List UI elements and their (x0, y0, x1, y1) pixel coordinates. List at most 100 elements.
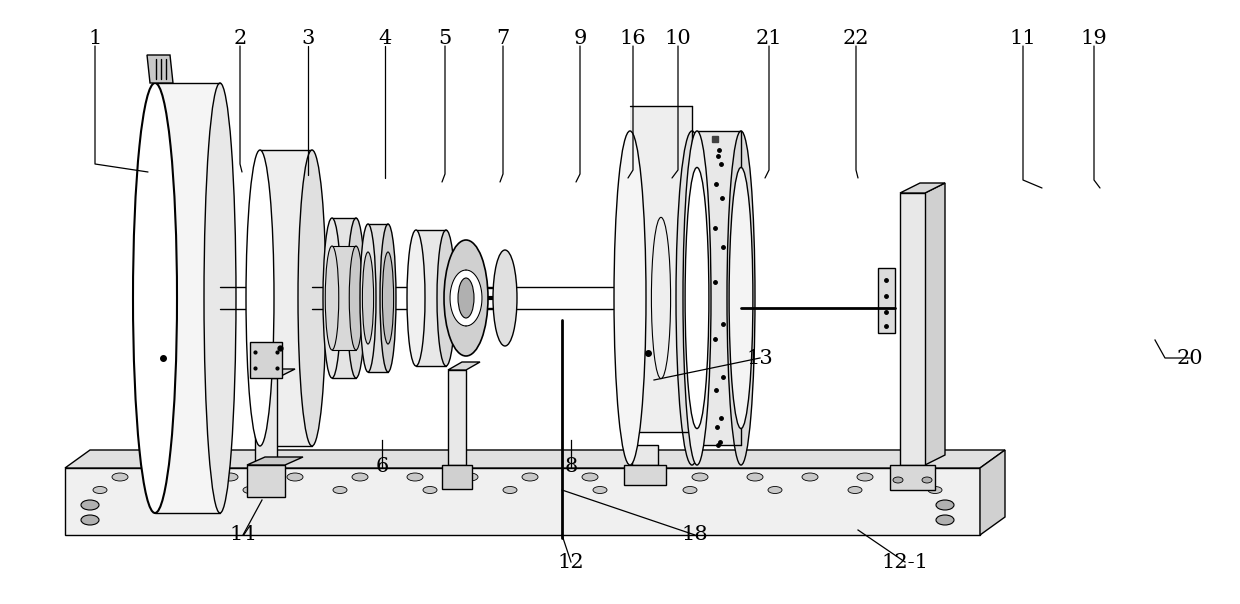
Text: 16: 16 (620, 28, 646, 48)
Ellipse shape (727, 131, 755, 465)
Ellipse shape (298, 150, 326, 446)
Polygon shape (332, 246, 356, 350)
Text: 6: 6 (376, 457, 388, 477)
Text: 12: 12 (558, 553, 584, 571)
Ellipse shape (162, 473, 179, 481)
Polygon shape (925, 183, 945, 465)
Ellipse shape (112, 473, 128, 481)
Ellipse shape (379, 224, 396, 372)
Ellipse shape (848, 486, 862, 493)
Ellipse shape (614, 131, 646, 465)
Polygon shape (448, 370, 466, 465)
Ellipse shape (246, 150, 274, 446)
Ellipse shape (684, 167, 709, 429)
Text: 18: 18 (682, 525, 708, 544)
Ellipse shape (444, 240, 489, 356)
Ellipse shape (436, 230, 455, 366)
Polygon shape (450, 270, 466, 326)
Polygon shape (980, 450, 1004, 535)
Ellipse shape (407, 230, 425, 366)
Ellipse shape (683, 131, 711, 465)
Text: 5: 5 (439, 28, 451, 48)
Text: 3: 3 (301, 28, 315, 48)
Ellipse shape (923, 477, 932, 483)
Polygon shape (255, 369, 295, 378)
Polygon shape (247, 465, 285, 497)
Text: 20: 20 (1177, 349, 1203, 367)
Ellipse shape (746, 473, 763, 481)
Ellipse shape (325, 246, 339, 350)
Ellipse shape (407, 473, 423, 481)
Polygon shape (448, 362, 480, 370)
Ellipse shape (503, 486, 517, 493)
Ellipse shape (458, 278, 474, 318)
Ellipse shape (334, 486, 347, 493)
Polygon shape (260, 150, 312, 446)
Text: 19: 19 (1080, 28, 1107, 48)
Ellipse shape (362, 252, 373, 344)
Ellipse shape (582, 473, 598, 481)
Ellipse shape (382, 252, 393, 344)
Text: 8: 8 (564, 457, 578, 477)
Polygon shape (630, 106, 692, 432)
Ellipse shape (857, 473, 873, 481)
Text: 14: 14 (229, 525, 257, 544)
Text: 21: 21 (755, 28, 782, 48)
Polygon shape (247, 457, 303, 465)
Text: 9: 9 (573, 28, 587, 48)
Ellipse shape (153, 486, 167, 493)
Ellipse shape (802, 473, 818, 481)
Polygon shape (250, 342, 281, 378)
Ellipse shape (322, 218, 341, 378)
Ellipse shape (632, 473, 649, 481)
Polygon shape (155, 83, 219, 513)
Polygon shape (890, 465, 935, 490)
Polygon shape (148, 55, 174, 83)
Polygon shape (466, 270, 482, 326)
Ellipse shape (676, 131, 708, 465)
Polygon shape (64, 468, 980, 535)
Ellipse shape (360, 224, 376, 372)
Polygon shape (900, 183, 945, 193)
Polygon shape (415, 230, 446, 366)
Polygon shape (900, 193, 925, 465)
Text: 4: 4 (378, 28, 392, 48)
Text: 1: 1 (88, 28, 102, 48)
Ellipse shape (81, 515, 99, 525)
Ellipse shape (133, 83, 177, 513)
Ellipse shape (911, 473, 928, 481)
Text: 2: 2 (233, 28, 247, 48)
Polygon shape (697, 131, 742, 445)
Ellipse shape (683, 486, 697, 493)
Polygon shape (878, 268, 895, 333)
Text: 12-1: 12-1 (882, 553, 929, 571)
Ellipse shape (768, 486, 782, 493)
Text: 22: 22 (843, 28, 869, 48)
Polygon shape (441, 465, 472, 489)
Ellipse shape (692, 473, 708, 481)
Ellipse shape (286, 473, 303, 481)
Polygon shape (64, 450, 1004, 468)
Text: 13: 13 (746, 349, 774, 367)
Ellipse shape (893, 477, 903, 483)
Ellipse shape (936, 515, 954, 525)
Ellipse shape (243, 486, 257, 493)
Polygon shape (624, 465, 666, 485)
Ellipse shape (81, 500, 99, 510)
Ellipse shape (347, 218, 365, 378)
Polygon shape (332, 218, 356, 378)
Text: 11: 11 (1009, 28, 1037, 48)
Ellipse shape (593, 486, 608, 493)
Polygon shape (368, 224, 388, 372)
Ellipse shape (463, 473, 477, 481)
Ellipse shape (522, 473, 538, 481)
Ellipse shape (93, 486, 107, 493)
Ellipse shape (928, 486, 942, 493)
Ellipse shape (205, 83, 236, 513)
Ellipse shape (729, 167, 753, 429)
Ellipse shape (423, 486, 436, 493)
Ellipse shape (222, 473, 238, 481)
Text: 10: 10 (665, 28, 692, 48)
Ellipse shape (350, 246, 363, 350)
Ellipse shape (352, 473, 368, 481)
